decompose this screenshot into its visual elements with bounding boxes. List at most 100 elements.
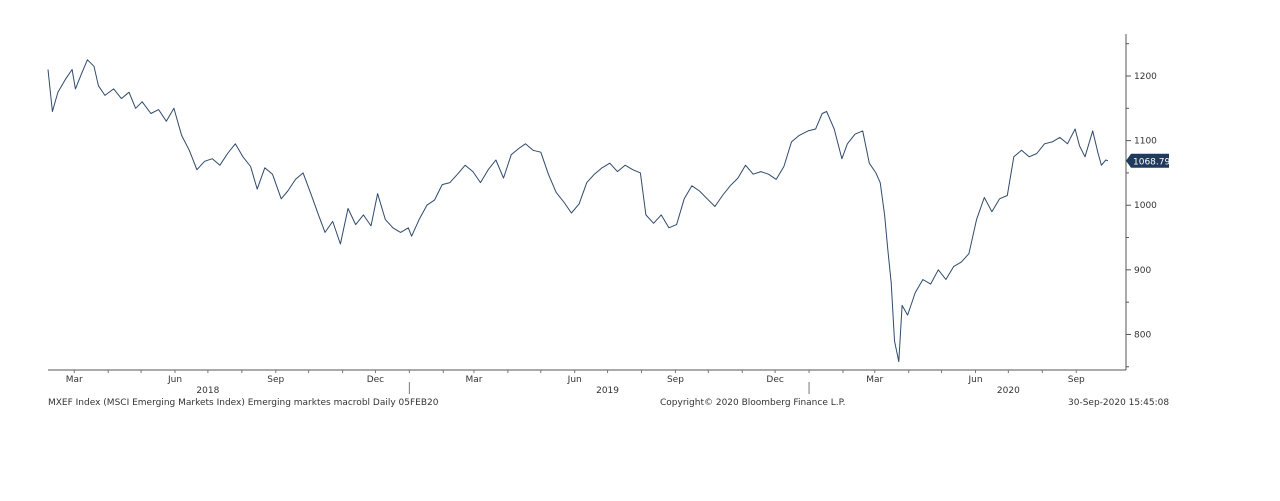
data-point (707, 198, 708, 199)
data-point (1084, 156, 1085, 157)
data-point (411, 236, 412, 237)
data-point (930, 284, 931, 285)
data-point (332, 221, 333, 222)
data-point (272, 174, 273, 175)
data-point (1013, 156, 1014, 157)
data-point (533, 150, 534, 151)
data-point (799, 135, 800, 136)
data-point (340, 243, 341, 244)
series-layer (47, 59, 1109, 363)
data-point (737, 178, 738, 179)
data-point (189, 150, 190, 151)
data-point (1044, 143, 1045, 144)
data-point (104, 95, 105, 96)
data-point (1059, 137, 1060, 138)
data-point (653, 223, 654, 224)
data-point (617, 171, 618, 172)
data-point (753, 174, 754, 175)
data-point (691, 185, 692, 186)
data-point (121, 98, 122, 99)
x-year-label: 2019 (596, 386, 619, 396)
data-point (1007, 195, 1008, 196)
data-point (968, 253, 969, 254)
data-point (1021, 150, 1022, 151)
data-point (408, 227, 409, 228)
data-point (257, 189, 258, 190)
data-point (999, 198, 1000, 199)
data-point (548, 174, 549, 175)
data-point (902, 305, 903, 306)
data-point (250, 166, 251, 167)
y-tick-label: 1100 (1134, 137, 1157, 147)
data-point (869, 163, 870, 164)
data-point (760, 171, 761, 172)
data-point (52, 111, 53, 112)
data-point (586, 182, 587, 183)
data-point (699, 190, 700, 191)
data-point (392, 227, 393, 228)
x-tick-label: Sep (667, 375, 684, 385)
data-point (400, 232, 401, 233)
data-point (826, 111, 827, 112)
y-tick-label: 1200 (1134, 72, 1157, 82)
data-point (880, 182, 881, 183)
data-point (81, 72, 82, 73)
data-point (310, 193, 311, 194)
data-point (1029, 156, 1030, 157)
data-point (472, 171, 473, 172)
data-point (815, 128, 816, 129)
data-point (142, 101, 143, 102)
data-point (128, 92, 129, 93)
data-point (1101, 165, 1102, 166)
x-tick-label: Mar (866, 375, 883, 385)
data-point (1107, 160, 1108, 161)
data-point (173, 108, 174, 109)
data-point (579, 203, 580, 204)
series-line (47, 59, 1109, 363)
data-point (355, 224, 356, 225)
data-point (511, 154, 512, 155)
data-point (1036, 153, 1037, 154)
data-point (907, 315, 908, 316)
data-point (984, 197, 985, 198)
data-point (1067, 143, 1068, 144)
data-point (862, 130, 863, 131)
data-point (722, 195, 723, 196)
data-point (556, 192, 557, 193)
data-point (196, 169, 197, 170)
data-point (563, 201, 564, 202)
data-point (227, 153, 228, 154)
data-point (898, 361, 899, 362)
data-point (609, 163, 610, 164)
data-point (841, 158, 842, 159)
data-point (991, 211, 992, 212)
data-point (465, 165, 466, 166)
data-point (204, 161, 205, 162)
last-value-label: 1068.79 (1133, 157, 1170, 167)
footer-copyright: Copyright© 2020 Bloomberg Finance L.P. (660, 398, 846, 408)
data-point (822, 113, 823, 114)
data-point (449, 182, 450, 183)
data-point (661, 214, 662, 215)
data-point (953, 266, 954, 267)
data-point (442, 184, 443, 185)
footer-timestamp: 30-Sep-2020 15:45:08 (1068, 398, 1170, 408)
data-point (730, 185, 731, 186)
data-point (303, 172, 304, 173)
x-tick-label: Sep (1068, 375, 1085, 385)
data-point (98, 85, 99, 86)
x-tick-label: Dec (367, 375, 384, 385)
data-point (457, 174, 458, 175)
data-point (768, 174, 769, 175)
data-point (72, 69, 73, 70)
x-tick-label: Jun (167, 375, 182, 385)
data-point (847, 143, 848, 144)
data-point (915, 292, 916, 293)
data-point (525, 143, 526, 144)
data-point (385, 219, 386, 220)
data-point (854, 134, 855, 135)
data-point (87, 59, 88, 60)
data-point (158, 109, 159, 110)
data-point (938, 269, 939, 270)
data-point (791, 141, 792, 142)
